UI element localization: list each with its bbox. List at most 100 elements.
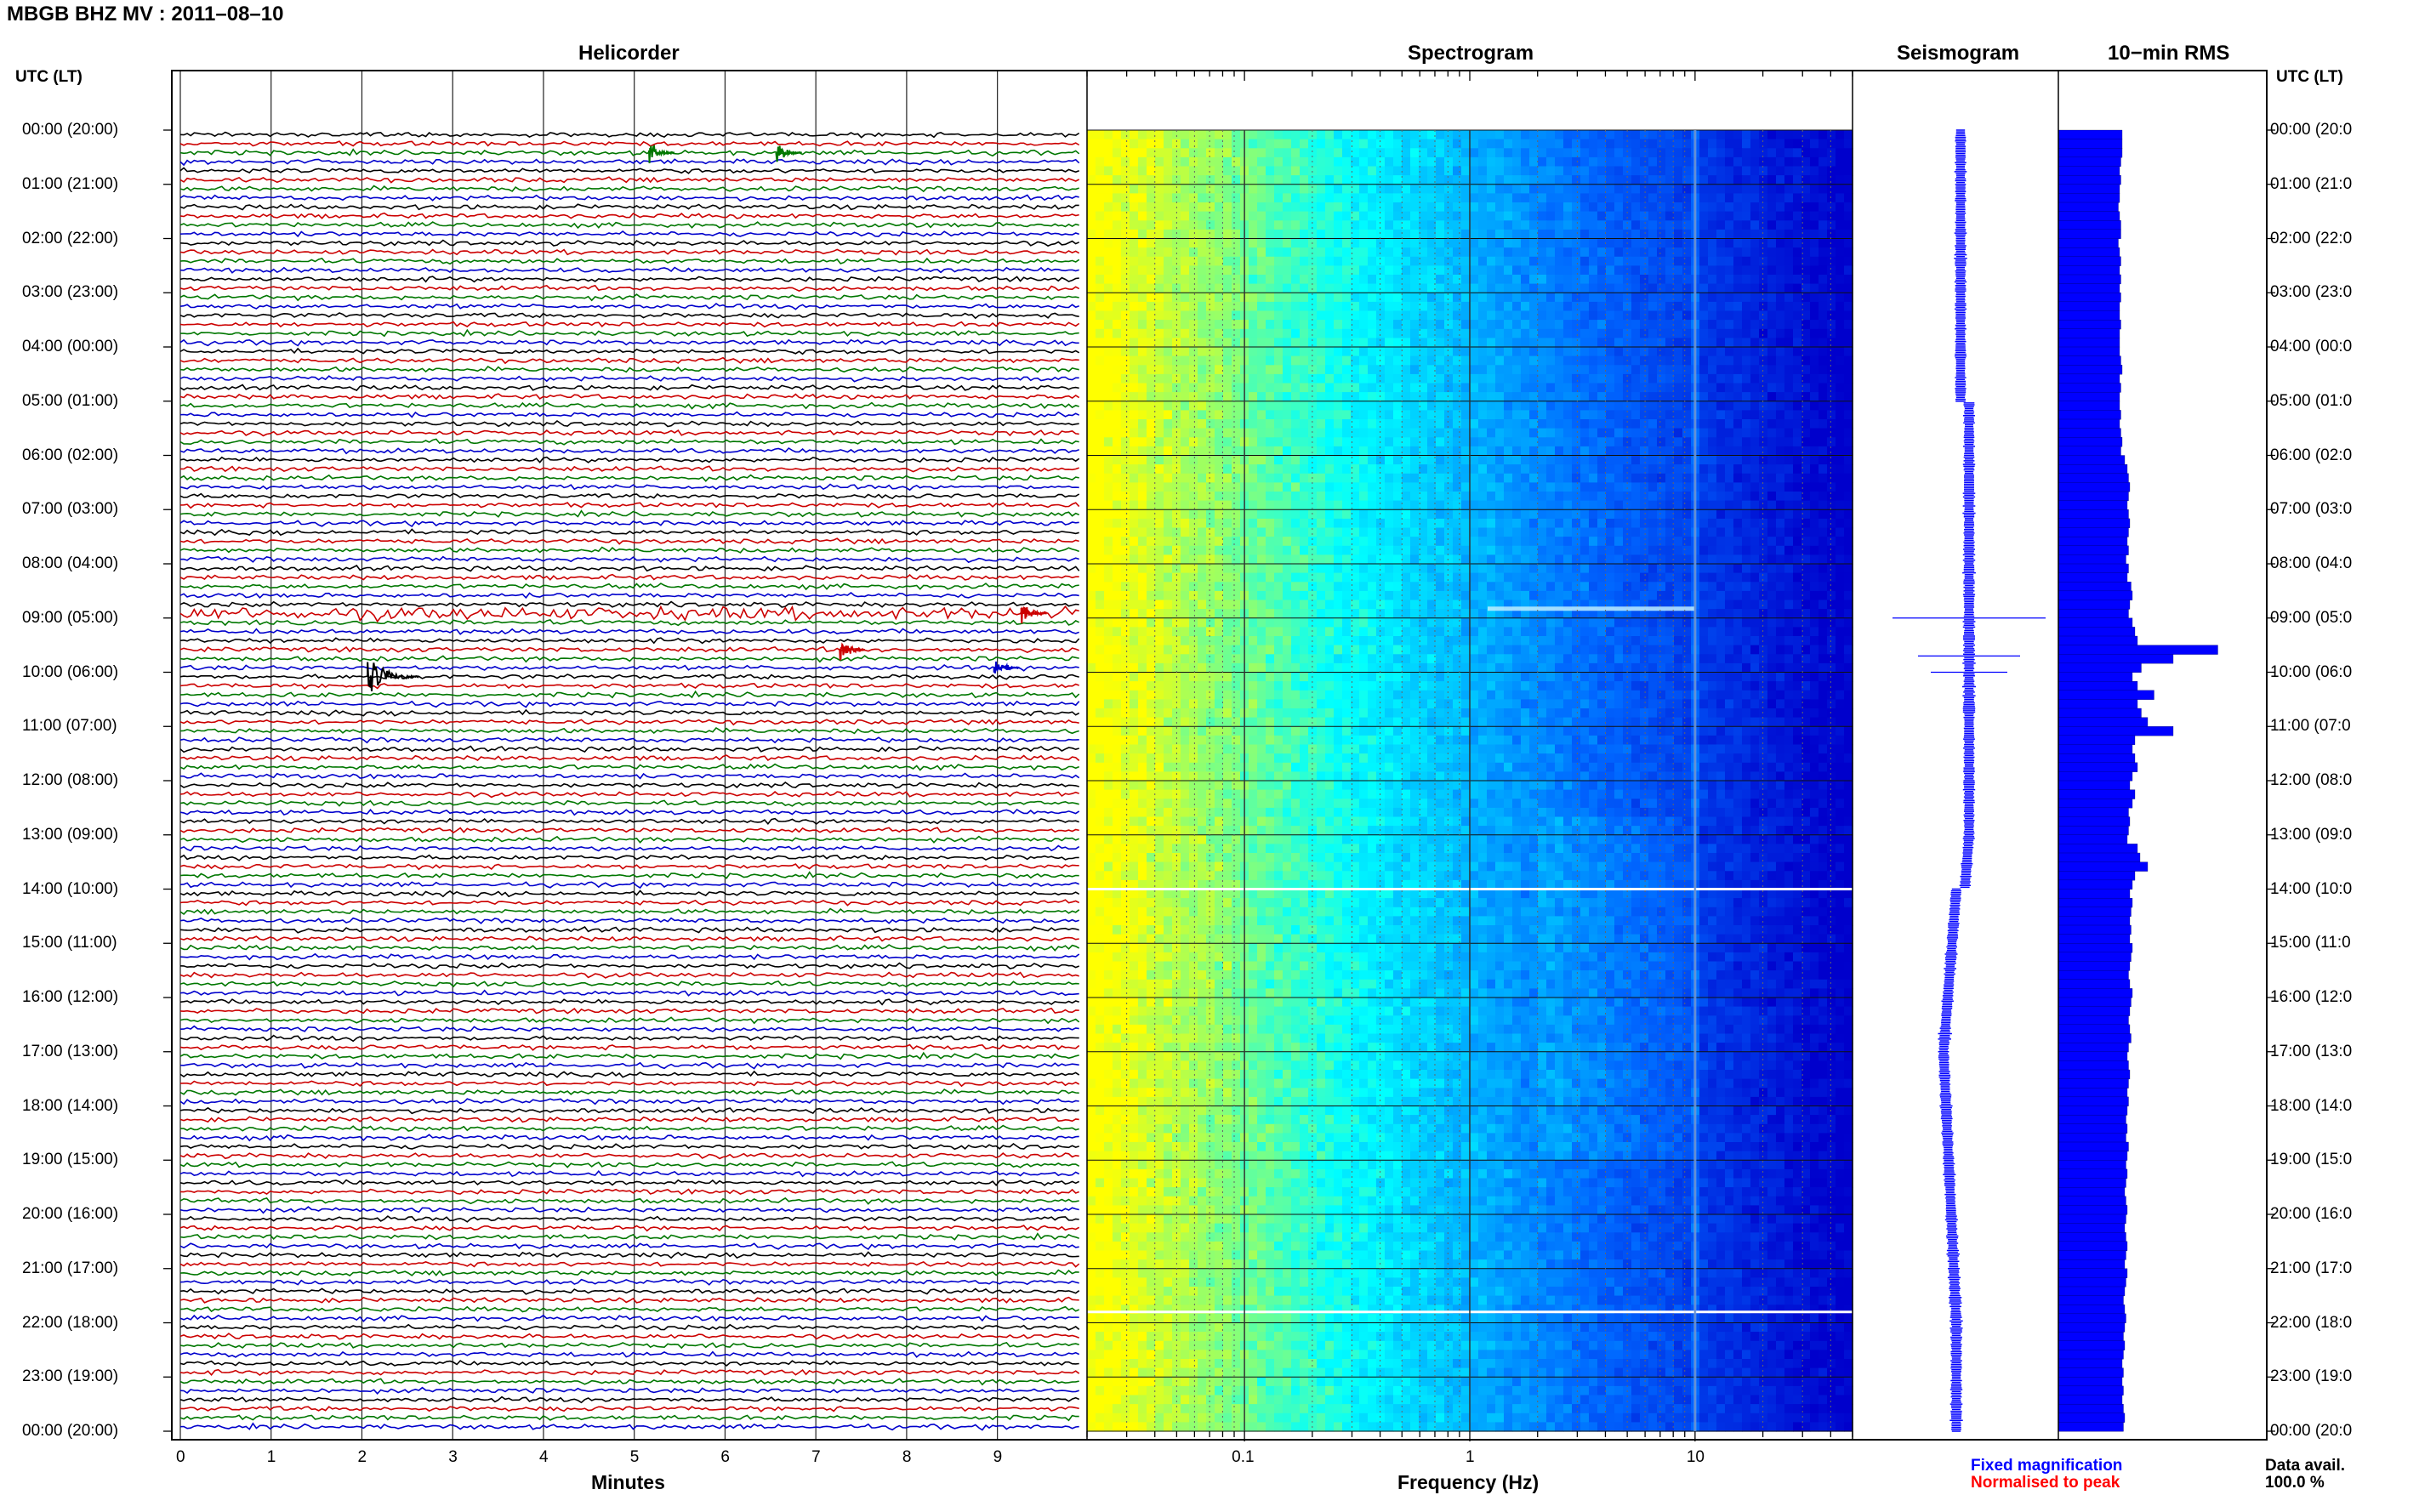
helicorder-trace — [179, 736, 1079, 744]
utc-right-header: UTC (LT) — [2276, 68, 2343, 86]
helicorder-trace — [179, 1386, 1079, 1395]
helicorder-trace — [179, 1242, 1079, 1251]
time-label-left: 01:00 (21:00) — [22, 174, 119, 193]
helicorder-trace — [179, 131, 1080, 139]
helicorder-trace — [179, 266, 1079, 274]
helicorder-trace — [179, 799, 1079, 807]
time-label-left: 07:00 (03:00) — [22, 500, 119, 519]
helicorder-trace — [179, 1161, 1080, 1168]
helicorder-trace — [179, 781, 1079, 789]
rms-bar — [2058, 1313, 2126, 1323]
helicorder-trace — [179, 537, 1079, 545]
rms-bar — [2058, 1006, 2131, 1016]
helicorder-trace — [179, 347, 1080, 355]
helicorder-trace — [179, 555, 1079, 564]
helicorder-event — [775, 145, 803, 162]
rms-bar — [2058, 301, 2120, 311]
helicorder-trace — [179, 600, 1079, 608]
rms-bar — [2058, 1024, 2131, 1034]
time-label-left: 13:00 (09:00) — [22, 825, 119, 844]
time-label-left: 03:00 (23:00) — [22, 283, 119, 302]
chart-frame — [163, 70, 2275, 1441]
rms-bar — [2058, 1358, 2123, 1369]
helicorder-trace — [179, 808, 1080, 816]
rms-bar — [2058, 211, 2120, 221]
helicorder-trace — [179, 185, 1079, 193]
helicorder-trace — [179, 583, 1079, 591]
rms-bar — [2058, 247, 2120, 258]
rms-bar — [2058, 473, 2129, 483]
time-label-left: 11:00 (07:00) — [22, 717, 117, 736]
rms-bar — [2058, 139, 2123, 149]
time-label-right: 18:00 (14:0 — [2270, 1096, 2353, 1115]
helicorder-trace — [179, 835, 1079, 844]
helicorder-trace — [179, 790, 1079, 799]
rms-bar — [2058, 871, 2136, 881]
rms-bar — [2058, 391, 2120, 402]
time-label-left: 21:00 (17:00) — [22, 1259, 119, 1277]
legend-fixed-magnification: Fixed magnification — [1971, 1457, 2123, 1475]
rms-bar — [2058, 500, 2128, 510]
rms-bar — [2058, 1413, 2126, 1423]
rms-bar — [2058, 807, 2129, 817]
seismogram-trace — [1938, 129, 1976, 1432]
time-label-right: 04:00 (00:0 — [2270, 338, 2353, 355]
rms-bar — [2058, 202, 2119, 213]
time-label-right: 14:00 (10:0 — [2270, 879, 2353, 898]
rms-bar — [2058, 1403, 2124, 1414]
data-avail-value: 100.0 % — [2265, 1474, 2325, 1492]
rms-bar — [2058, 148, 2123, 158]
rms-bar — [2058, 1033, 2132, 1043]
helicorder-trace — [179, 899, 1080, 907]
helicorder-title: Helicorder — [578, 42, 680, 65]
rms-bar — [2058, 410, 2121, 420]
helicorder-trace — [179, 628, 1079, 635]
helicorder-trace — [179, 509, 1080, 518]
rms-bar — [2058, 1096, 2129, 1106]
time-label-right: 13:00 (09:0 — [2270, 825, 2353, 844]
rms-bar — [2058, 509, 2129, 520]
rms-bar — [2058, 1385, 2124, 1395]
helicorder-trace — [179, 962, 1079, 969]
rms-bar — [2058, 572, 2128, 583]
helicorder-trace — [179, 1016, 1080, 1025]
helicorder-trace — [179, 429, 1079, 437]
rms-bar — [2058, 590, 2133, 600]
rms-bar — [2058, 699, 2138, 709]
rms-bar — [2058, 238, 2119, 248]
time-label-left: 18:00 (14:00) — [22, 1096, 119, 1115]
helicorder-trace — [179, 176, 1080, 184]
helicorder-trace — [179, 1395, 1080, 1404]
rms-bar — [2058, 988, 2133, 998]
helicorder-trace — [179, 158, 1080, 167]
rms-bar — [2058, 889, 2131, 899]
time-label-right: 00:00 (20:0 — [2270, 121, 2353, 139]
helicorder-trace — [180, 1124, 1079, 1132]
rms-bar — [2058, 943, 2133, 953]
time-label-left: 17:00 (13:00) — [22, 1042, 119, 1060]
rms-bar — [2058, 799, 2133, 809]
helicorder-trace — [179, 1098, 1079, 1106]
rms-bar — [2058, 1395, 2123, 1405]
rms-bar — [2058, 861, 2149, 872]
rms-bar — [2058, 997, 2132, 1008]
helicorder-trace — [179, 637, 1080, 645]
time-label-right: 03:00 (23:0 — [2270, 283, 2353, 302]
data-avail-label: Data avail. — [2265, 1457, 2345, 1475]
time-label-right: 09:00 (05:0 — [2270, 608, 2353, 627]
rms-bar — [2058, 1186, 2126, 1197]
helicorder-trace — [179, 1061, 1079, 1070]
helicorder-event — [993, 661, 1021, 674]
rms-bar — [2058, 310, 2120, 321]
chart-title: MBGB BHZ MV : 2011–08–10 — [7, 3, 284, 26]
rms-bar — [2058, 771, 2133, 782]
helicorder-trace — [179, 890, 1080, 898]
helicorder-trace — [179, 971, 1079, 979]
rms-bar — [2058, 346, 2120, 357]
rms-bar — [2058, 463, 2128, 475]
rms-bar — [2058, 897, 2133, 908]
rms-bar — [2058, 1350, 2124, 1360]
rms-bar — [2058, 1377, 2123, 1387]
minute-tick-label: 6 — [720, 1448, 730, 1466]
